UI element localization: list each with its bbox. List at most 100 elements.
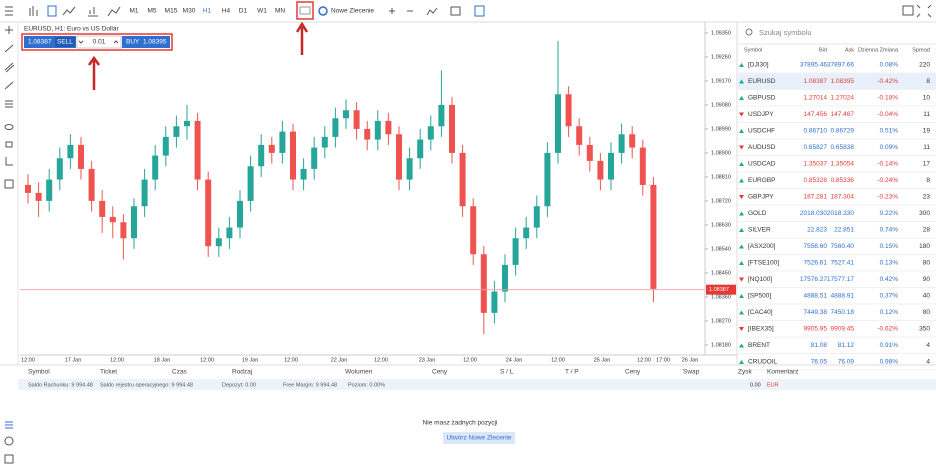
candle-body <box>247 166 254 201</box>
watchlist-cell[interactable]: [NQ100] <box>748 276 772 283</box>
search-input[interactable]: Szukaj symbolu <box>759 28 812 37</box>
watchlist-cell[interactable]: USDCAD <box>748 161 776 168</box>
watchlist-cell[interactable]: USDCHF <box>748 128 775 135</box>
create-order-button[interactable] <box>443 432 515 444</box>
candle-body <box>205 179 212 247</box>
sell-price[interactable]: 1.08387 <box>28 39 52 46</box>
positions-header: Ceny <box>432 369 448 376</box>
watchlist-cell: 90 <box>923 276 931 283</box>
candles-icon[interactable] <box>47 5 57 17</box>
lock-tool[interactable] <box>5 141 13 148</box>
timeframe[interactable]: MN <box>275 8 285 15</box>
watchlist-cell[interactable]: AUDUSD <box>748 144 776 151</box>
candle-body <box>480 254 487 313</box>
watchlist-cell[interactable]: [DJI30] <box>748 62 769 69</box>
create-order-label[interactable]: Utwórz Nowe Zlecenie <box>446 435 511 442</box>
fullscreen-icon[interactable] <box>916 4 932 18</box>
candle-body <box>555 94 561 153</box>
timeframe[interactable]: M30 <box>183 8 196 15</box>
watchlist-cell: 22.823 <box>807 227 827 234</box>
candle-body <box>131 206 137 239</box>
watchlist-cell: 22.851 <box>834 227 854 234</box>
watchlist-cell[interactable]: SILVER <box>748 227 771 234</box>
screenshot-icon[interactable] <box>902 5 914 16</box>
watchlist-cell[interactable]: GBPUSD <box>748 95 776 102</box>
watchlist-cell[interactable]: USDJPY <box>748 111 774 118</box>
buy-label[interactable]: BUY <box>126 39 140 46</box>
candle-body <box>109 216 116 223</box>
history-tab[interactable] <box>4 436 14 446</box>
timeframe[interactable]: M5 <box>147 8 156 15</box>
volume-down[interactable] <box>78 40 84 44</box>
watchlist-cell[interactable]: [ASX200] <box>748 243 776 250</box>
settings-icon[interactable] <box>474 5 485 17</box>
timeframe[interactable]: D1 <box>239 8 248 15</box>
menu-icon[interactable] <box>5 6 13 16</box>
watchlist-cell[interactable]: EURGBP <box>748 177 775 184</box>
watchlist-cell: 81.12 <box>838 342 855 349</box>
area-icon[interactable] <box>107 6 121 17</box>
buy-price[interactable]: 1.08395 <box>143 39 167 46</box>
fibo-tool[interactable] <box>5 100 13 108</box>
timeframe[interactable]: H4 <box>222 8 231 15</box>
candle-body <box>374 120 381 140</box>
watchlist-cell: -0.24% <box>877 177 898 184</box>
volume-input[interactable] <box>76 35 122 49</box>
crosshair-tool[interactable] <box>5 26 13 34</box>
watchlist-cell[interactable]: EURUSD <box>748 78 776 85</box>
line-icon[interactable] <box>62 6 76 16</box>
watchlist-cell: -0.62% <box>877 326 898 333</box>
volume-up[interactable] <box>113 40 119 44</box>
watchlist-cell[interactable]: BRENT <box>748 342 770 349</box>
positions-tab[interactable] <box>5 421 13 429</box>
eye-tool[interactable] <box>4 124 14 130</box>
arrow-up <box>739 228 744 232</box>
channel-tool[interactable] <box>4 62 15 73</box>
delete-tool[interactable] <box>4 179 14 189</box>
highlight-box <box>296 1 314 20</box>
y-tick-label: 1.08900 <box>711 150 731 156</box>
arrow-up <box>739 63 744 67</box>
watchlist-cell[interactable]: [IBEX35] <box>748 326 774 333</box>
watchlist-cell[interactable]: [FTSE100] <box>748 260 779 267</box>
watchlist-cell: 0.86710 <box>804 128 828 135</box>
y-tick-label: 1.08810 <box>711 174 731 180</box>
watchlist-cell: 76.05 <box>811 359 828 366</box>
watchlist-cell[interactable]: [SP500] <box>748 293 771 300</box>
template-icon[interactable] <box>450 6 461 16</box>
journal-tab[interactable] <box>4 454 14 464</box>
timeframe[interactable]: M1 <box>129 8 138 15</box>
watchlist-cell[interactable]: [CAC40] <box>748 309 773 316</box>
current-price-label: 1.08387 <box>709 287 729 293</box>
sell-label[interactable]: SELL <box>57 39 73 46</box>
watchlist-cell: 4 <box>926 342 930 349</box>
timeframe[interactable]: H1 <box>203 8 212 15</box>
bars-icon[interactable] <box>29 6 38 16</box>
buy-button[interactable] <box>122 36 170 48</box>
ray-tool[interactable] <box>4 81 14 90</box>
timeframe[interactable]: M15 <box>165 8 178 15</box>
indicators[interactable] <box>426 7 438 16</box>
candle-body <box>639 147 646 185</box>
trendline-tool[interactable] <box>4 44 14 53</box>
y-tick-label: 1.08630 <box>711 222 731 228</box>
order-icon[interactable] <box>299 6 311 15</box>
timeframe[interactable]: W1 <box>257 8 267 15</box>
arrow-up <box>739 310 744 315</box>
new-order-icon[interactable] <box>318 6 328 16</box>
candle-body <box>512 238 519 265</box>
candle-body <box>618 134 625 153</box>
x-tick-label: 23 Jan <box>419 357 436 363</box>
watchlist-cell[interactable]: GBPJPY <box>748 194 774 201</box>
candle-body <box>279 131 286 153</box>
new-order[interactable]: Nowe Zlecenie <box>331 8 374 15</box>
watchlist-cell: 8 <box>926 78 930 85</box>
zoom-in[interactable] <box>389 8 395 14</box>
watchlist-cell[interactable]: GOLD <box>748 210 767 217</box>
arrow-up <box>739 294 744 298</box>
indicator-icon[interactable] <box>88 7 98 17</box>
magnet-tool[interactable] <box>5 157 13 166</box>
volume[interactable]: 0.01 <box>93 39 106 46</box>
watchlist-cell[interactable]: CRUDOIL <box>748 359 778 366</box>
